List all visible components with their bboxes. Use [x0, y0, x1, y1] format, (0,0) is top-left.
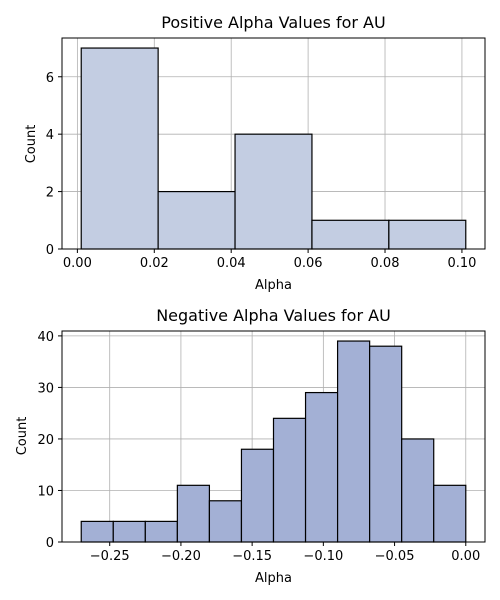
bar [208, 500, 243, 543]
plot-frame [61, 37, 486, 250]
bars [80, 47, 467, 250]
x-tick-label: 0.10 [447, 256, 476, 271]
y-tick-label: 30 [37, 381, 54, 396]
bar [240, 448, 275, 543]
y-tick-label: 6 [46, 71, 54, 86]
bar [80, 47, 159, 250]
bar [433, 484, 467, 543]
x-tick-label: 0.02 [140, 256, 169, 271]
x-axis-label: Alpha [255, 278, 292, 293]
x-tick-label: −0.10 [303, 549, 343, 564]
y-tick-label: 0 [46, 536, 54, 551]
bar [304, 391, 339, 543]
positive-alpha-chart: Positive Alpha Values for AU Alpha Count… [24, 13, 486, 293]
x-tick-label: 0.08 [371, 256, 400, 271]
x-tick-label: 0.04 [217, 256, 246, 271]
y-tick-label: 10 [37, 484, 54, 499]
x-tick-label: −0.20 [161, 549, 201, 564]
y-axis-label: Count [24, 125, 39, 164]
x-tick-label: −0.25 [90, 549, 130, 564]
bar [176, 484, 211, 543]
y-tick-label: 4 [46, 128, 54, 143]
bar [112, 520, 146, 543]
bar [157, 190, 236, 250]
x-tick-label: −0.15 [232, 549, 272, 564]
x-tick-label: −0.05 [375, 549, 415, 564]
x-axis-label: Alpha [255, 571, 292, 586]
y-tick-label: 0 [46, 243, 54, 258]
plot-frame [61, 330, 486, 543]
x-tick-label: 0.00 [451, 549, 480, 564]
bar [272, 417, 307, 543]
y-axis-label: Count [15, 417, 30, 456]
x-tick-label: 0.06 [294, 256, 323, 271]
negative-alpha-chart: Negative Alpha Values for AU Alpha Count… [15, 306, 486, 586]
bars [80, 340, 467, 543]
bar [336, 340, 371, 543]
y-tick-label: 2 [46, 186, 54, 201]
bar [234, 133, 313, 250]
bar [144, 520, 178, 543]
bar [369, 345, 403, 543]
chart-title: Positive Alpha Values for AU [161, 13, 385, 32]
x-tick-label: 0.00 [63, 256, 92, 271]
y-tick-label: 40 [37, 330, 54, 345]
bar [401, 438, 435, 543]
bar [388, 219, 467, 250]
bar [80, 520, 114, 543]
y-tick-label: 20 [37, 433, 54, 448]
bar [311, 219, 390, 250]
chart-title: Negative Alpha Values for AU [156, 306, 391, 325]
